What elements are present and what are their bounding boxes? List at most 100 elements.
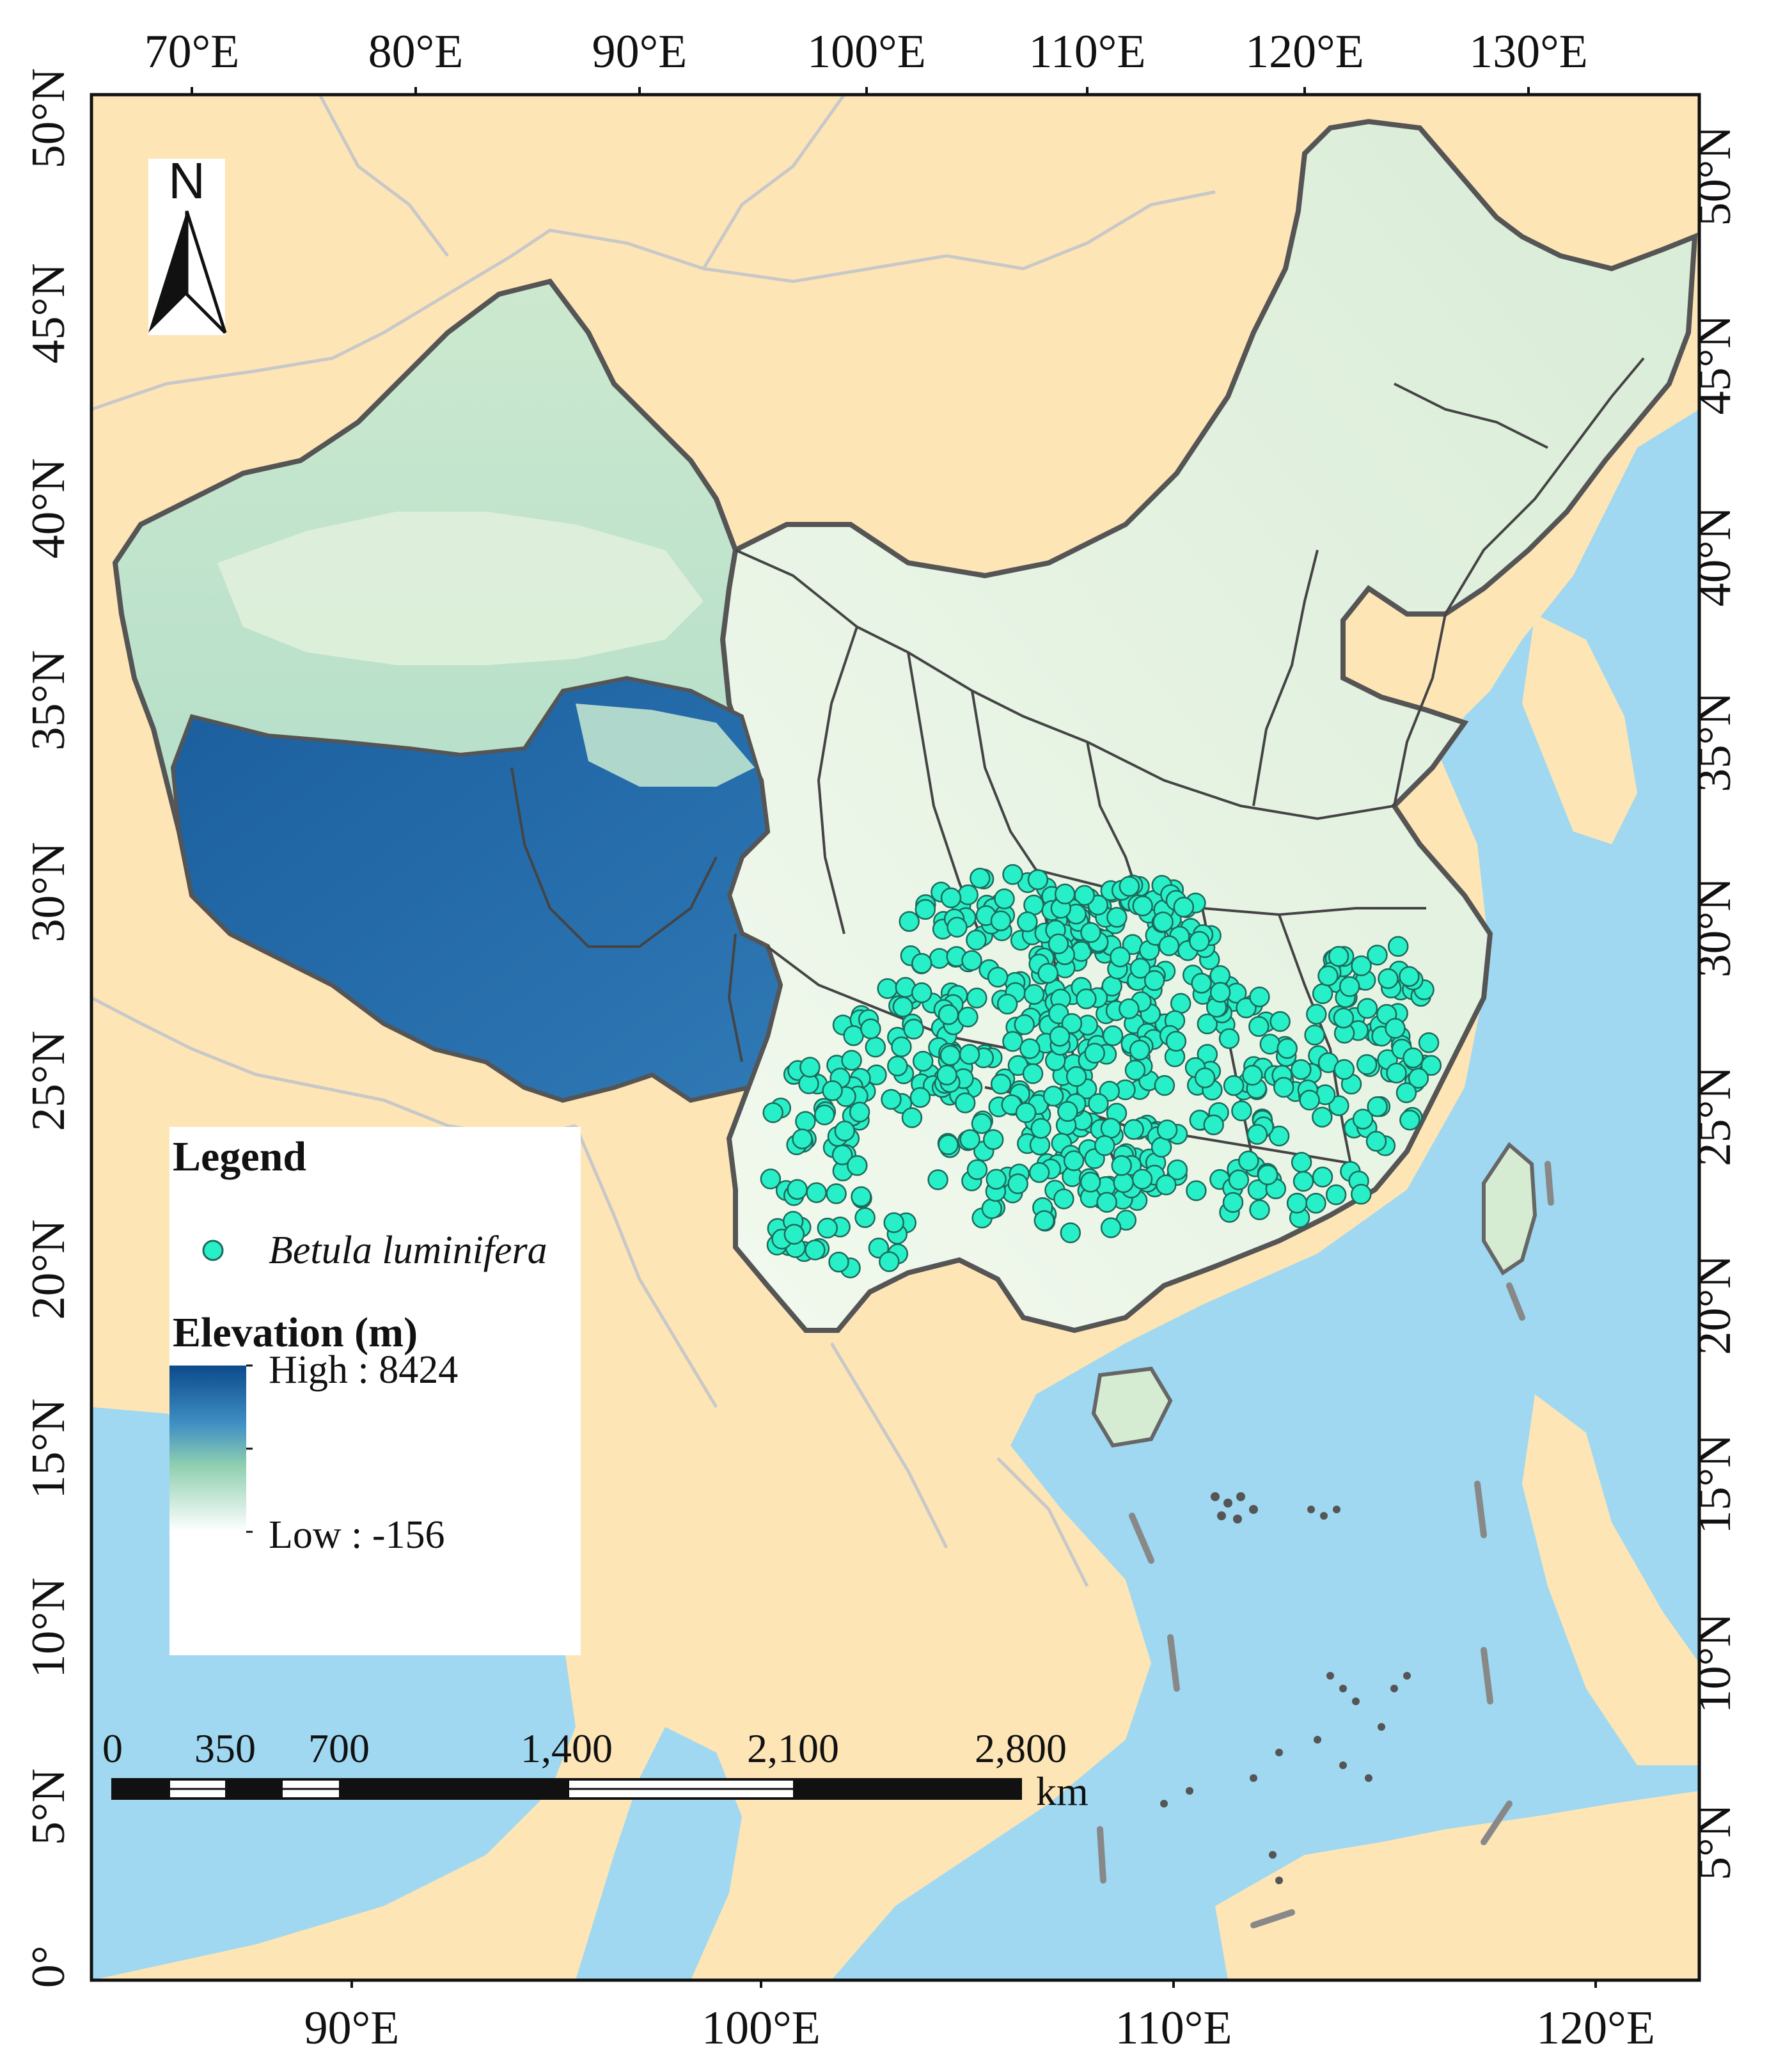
occurrence-point — [881, 1089, 902, 1110]
occurrence-point — [1057, 1101, 1078, 1122]
top-tick-label: 80°E — [368, 26, 464, 78]
scale-bar: 0 350 700 1,400 2,100 2,800 km — [102, 1726, 1089, 1814]
occurrence-point — [986, 1169, 1007, 1190]
occurrence-point — [911, 982, 932, 1004]
bottom-tick-label: 90°E — [304, 2002, 400, 2054]
occurrence-point — [1312, 1106, 1333, 1128]
occurrence-point — [1238, 1150, 1259, 1172]
right-tick-label: 10°N — [1688, 1612, 1741, 1713]
occurrence-point — [987, 966, 1009, 988]
left-tick-label: 45°N — [22, 263, 75, 363]
occurrence-point — [843, 1025, 864, 1046]
philippines-land — [1522, 1394, 1699, 1765]
occurrence-point — [1399, 1110, 1420, 1131]
top-tick-label: 100°E — [807, 26, 926, 78]
occurrence-point — [1387, 936, 1409, 957]
occurrence-point — [1273, 1076, 1294, 1098]
country-borders — [91, 95, 1216, 1587]
occurrence-point — [799, 1057, 821, 1078]
occurrence-point — [1017, 911, 1038, 933]
occurrence-point — [957, 884, 979, 906]
nine-dash-line — [1097, 1161, 1554, 1928]
occurrence-point — [1248, 1016, 1269, 1037]
axis-ticks — [191, 87, 1597, 1988]
occurrence-point — [1002, 864, 1023, 885]
occurrence-point — [1119, 876, 1140, 897]
occurrence-point — [954, 1092, 976, 1114]
elevation-high-label: High : 8424 — [269, 1348, 458, 1392]
taiwan-land — [1482, 1142, 1537, 1276]
occurrence-point — [1158, 935, 1180, 956]
legend-title: Legend — [173, 1133, 306, 1180]
occurrence-point — [1102, 1025, 1124, 1046]
occurrence-point — [1019, 1038, 1041, 1059]
left-tick-label: 35°N — [22, 650, 75, 750]
occurrence-point — [1053, 1188, 1074, 1209]
elevation-color-ramp — [169, 1366, 246, 1532]
occurrence-point — [883, 1212, 904, 1233]
occurrence-point — [1088, 1093, 1109, 1114]
bottom-tick-label: 110°E — [1115, 2002, 1232, 2054]
occurrence-point — [1076, 988, 1097, 1010]
occurrence-point — [1328, 1095, 1349, 1116]
occurrence-point — [1002, 1031, 1023, 1052]
occurrence-point — [1194, 1067, 1216, 1089]
occurrence-point — [1268, 1125, 1290, 1147]
island-markers — [1160, 1492, 1411, 1884]
occurrence-point — [1299, 1089, 1320, 1111]
scale-label: 0 — [102, 1726, 123, 1771]
occurrence-point — [1277, 1038, 1298, 1059]
occurrence-point — [982, 1129, 1004, 1150]
occurrence-point — [854, 1207, 876, 1228]
occurrence-point — [1306, 1004, 1327, 1025]
left-tick-label: 15°N — [22, 1398, 75, 1499]
bottom-tick-label: 100°E — [702, 2002, 821, 2054]
occurrence-point — [1351, 955, 1372, 977]
occurrence-point — [929, 948, 950, 969]
occurrence-point — [1291, 1152, 1312, 1173]
occurrence-point — [1236, 997, 1257, 1019]
tibet-plateau-region — [170, 675, 783, 1103]
occurrence-point — [909, 1087, 931, 1108]
bottom-axis-labels: 90°E 100°E 110°E 120°E — [304, 2002, 1655, 2054]
occurrence-point — [1333, 1059, 1355, 1080]
occurrence-point — [892, 996, 914, 1018]
scale-label: 1,400 — [521, 1726, 613, 1771]
occurrence-point — [940, 887, 962, 909]
occurrence-point — [1339, 976, 1360, 997]
occurrence-point — [1249, 986, 1270, 1007]
occurrence-point — [1129, 957, 1151, 979]
right-tick-label: 45°N — [1688, 314, 1741, 414]
occurrence-point — [1054, 883, 1076, 905]
occurrence-point — [971, 1113, 993, 1134]
top-tick-label: 130°E — [1469, 26, 1588, 78]
occurrence-point — [1063, 1150, 1085, 1172]
occurrence-point — [1356, 998, 1378, 1019]
occurrence-point — [1218, 1028, 1240, 1050]
occurrence-point — [1065, 1066, 1087, 1087]
right-tick-label: 30°N — [1688, 877, 1741, 977]
occurrence-point — [1170, 993, 1191, 1014]
occurrence-point — [1197, 1013, 1218, 1035]
occurrence-point — [1209, 982, 1231, 1003]
occurrence-point — [1186, 1180, 1207, 1201]
occurrence-point — [990, 1073, 1012, 1095]
occurrence-point — [1242, 1064, 1263, 1086]
occurrence-point — [1042, 1085, 1064, 1107]
occurrence-point — [1151, 1137, 1172, 1158]
occurrence-point — [828, 1251, 849, 1273]
occurrence-point — [1249, 1199, 1270, 1220]
occurrence-point — [1312, 1167, 1333, 1188]
indochina-land — [691, 1330, 1113, 1957]
occurrence-point — [1060, 1222, 1081, 1243]
occurrence-point — [834, 1121, 856, 1142]
left-tick-label: 40°N — [22, 458, 75, 558]
occurrence-point — [1399, 966, 1420, 987]
occurrence-point — [847, 1155, 868, 1176]
bottom-tick-label: 120°E — [1536, 2002, 1655, 2054]
occurrence-point — [1231, 1100, 1252, 1122]
occurrence-point — [760, 1169, 782, 1190]
top-tick-label: 70°E — [145, 26, 240, 78]
occurrence-point — [970, 867, 991, 889]
